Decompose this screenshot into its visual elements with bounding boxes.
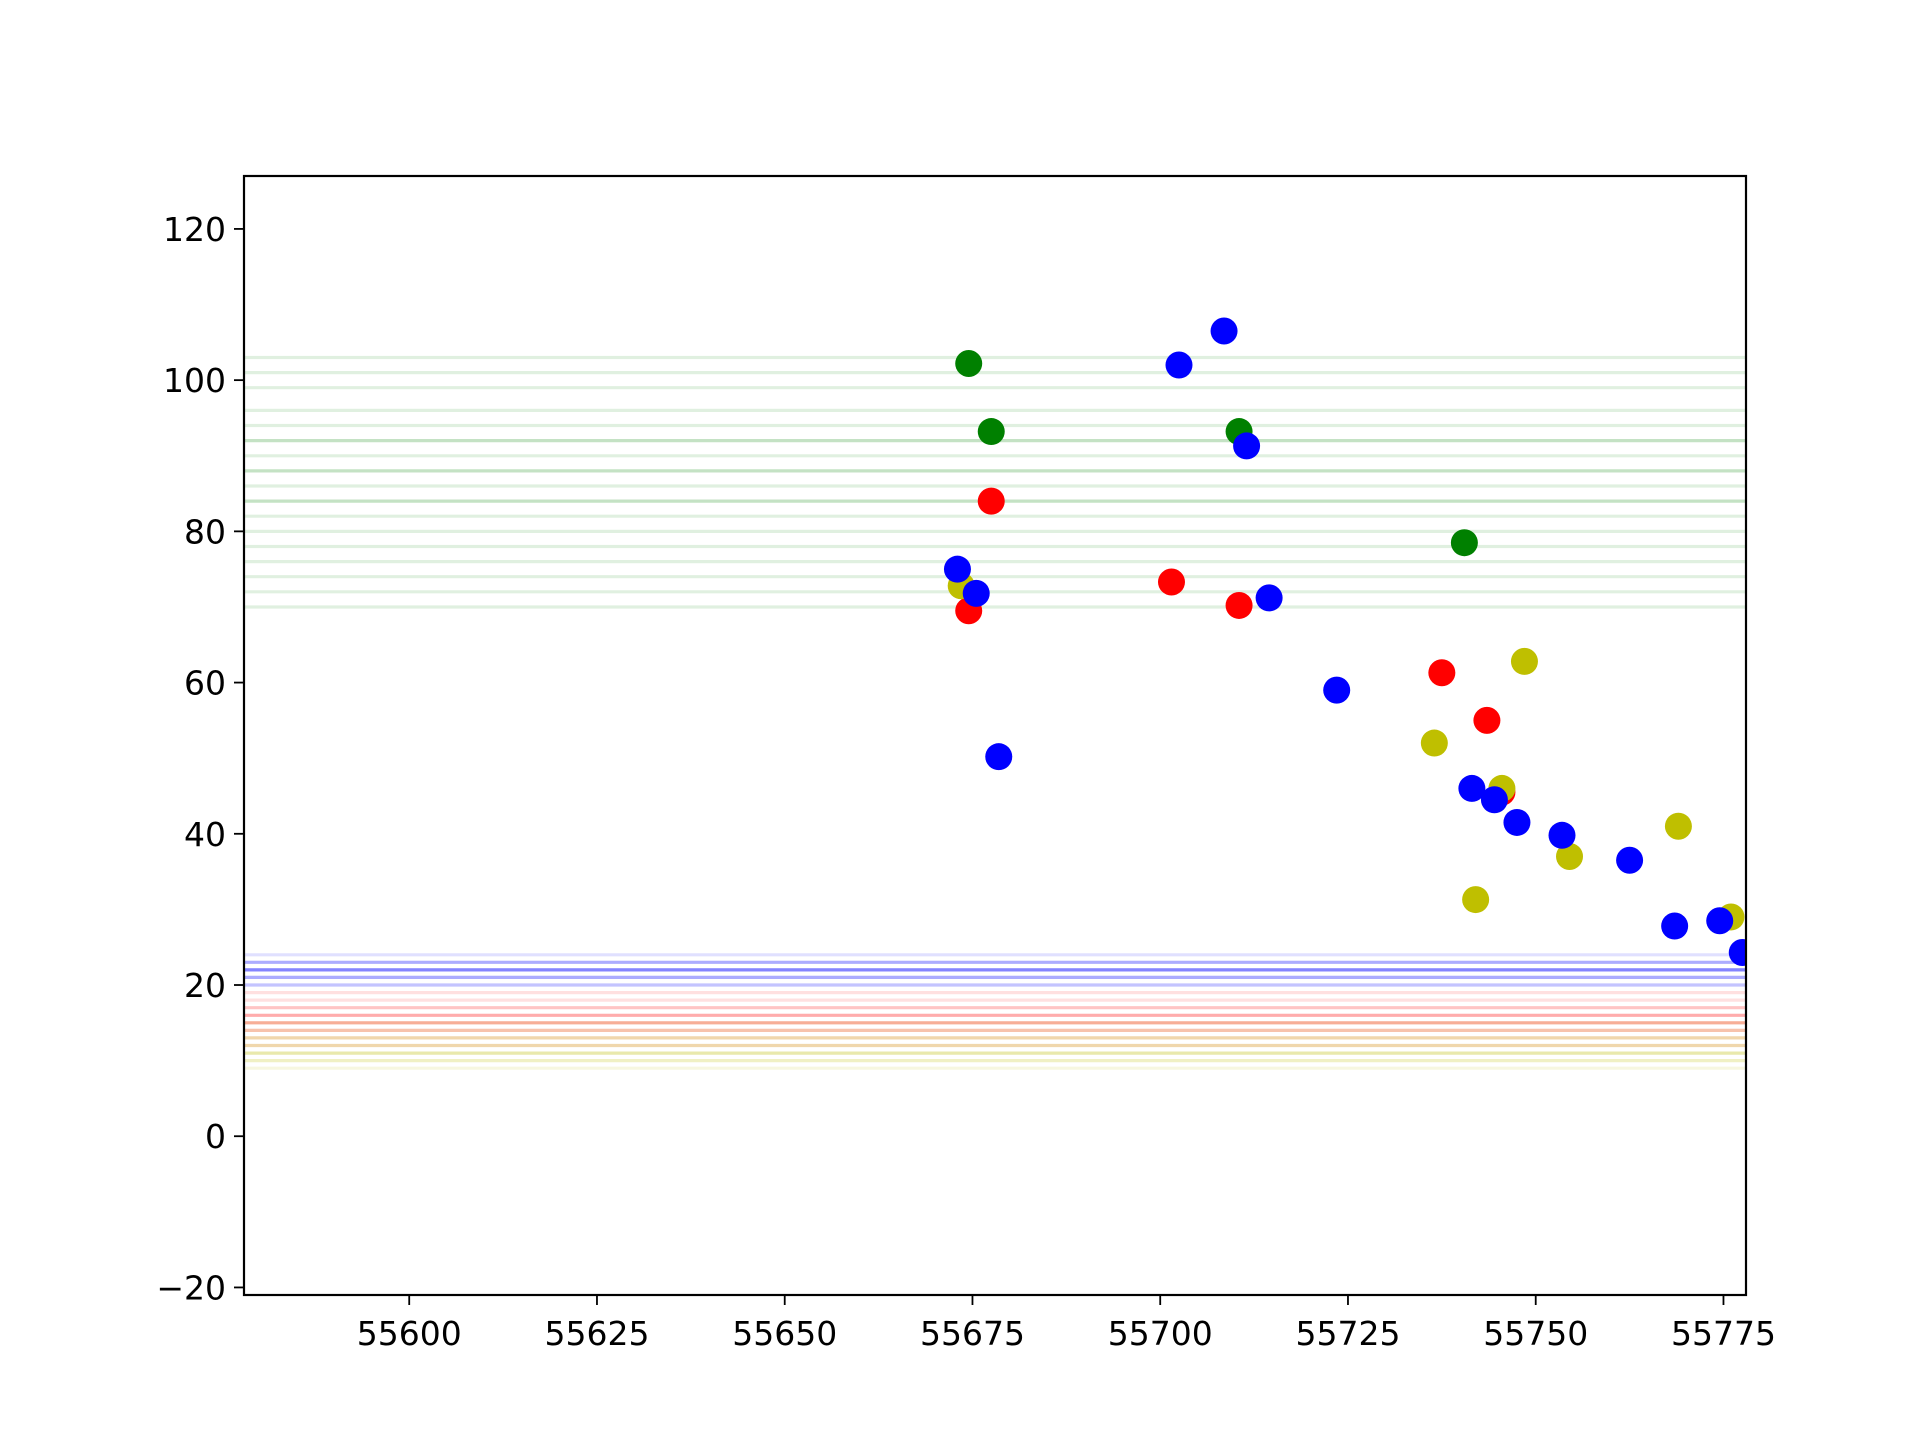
blue-data-point-11 (1549, 822, 1576, 849)
y-tick-label-0: −20 (156, 1268, 226, 1307)
blue-data-point-1 (963, 580, 990, 607)
y-tick-label-2: 20 (184, 966, 226, 1005)
y-tick-label-5: 80 (184, 512, 226, 551)
x-tick-label-4: 55700 (1108, 1314, 1213, 1353)
x-tick-label-6: 55750 (1483, 1314, 1588, 1353)
yellow-data-point-6 (1665, 813, 1692, 840)
red-data-point-5 (1473, 707, 1500, 734)
y-tick-label-4: 60 (184, 664, 226, 703)
green-data-point-3 (1451, 529, 1478, 556)
yellow-data-point-2 (1462, 886, 1489, 913)
green-data-point-1 (978, 418, 1005, 445)
green-data-point-0 (955, 350, 982, 377)
blue-data-point-13 (1661, 913, 1688, 940)
blue-data-point-15 (1729, 939, 1756, 966)
blue-data-point-5 (1233, 432, 1260, 459)
blue-data-point-4 (1211, 317, 1238, 344)
red-data-point-4 (1428, 659, 1455, 686)
red-data-point-1 (978, 488, 1005, 515)
blue-data-point-6 (1256, 584, 1283, 611)
blue-data-point-0 (944, 556, 971, 583)
x-tick-label-5: 55725 (1295, 1314, 1400, 1353)
blue-data-point-12 (1616, 847, 1643, 874)
blue-data-point-14 (1706, 907, 1733, 934)
x-tick-label-7: 55775 (1671, 1314, 1776, 1353)
red-data-point-2 (1158, 569, 1185, 596)
red-data-point-3 (1226, 592, 1253, 619)
x-tick-label-2: 55650 (732, 1314, 837, 1353)
y-axis: −20 0 20 40 60 80 100 120 (156, 210, 244, 1308)
yellow-data-point-4 (1511, 648, 1538, 675)
x-axis: 55600 55625 55650 55675 55700 55725 55750 55775 (357, 1295, 1776, 1353)
yellow-data-point-1 (1421, 730, 1448, 757)
y-tick-label-7: 120 (163, 210, 226, 249)
plot-area (244, 176, 1746, 1295)
y-tick-label-6: 100 (163, 361, 226, 400)
blue-data-point-3 (1165, 352, 1192, 379)
blue-data-point-2 (985, 743, 1012, 770)
x-tick-label-3: 55675 (920, 1314, 1025, 1353)
blue-data-point-7 (1323, 677, 1350, 704)
blue-data-point-10 (1503, 809, 1530, 836)
x-tick-label-0: 55600 (357, 1314, 462, 1353)
y-tick-label-3: 40 (184, 815, 226, 854)
y-tick-label-1: 0 (205, 1117, 226, 1156)
blue-data-point-9 (1481, 786, 1508, 813)
x-tick-label-1: 55625 (544, 1314, 649, 1353)
